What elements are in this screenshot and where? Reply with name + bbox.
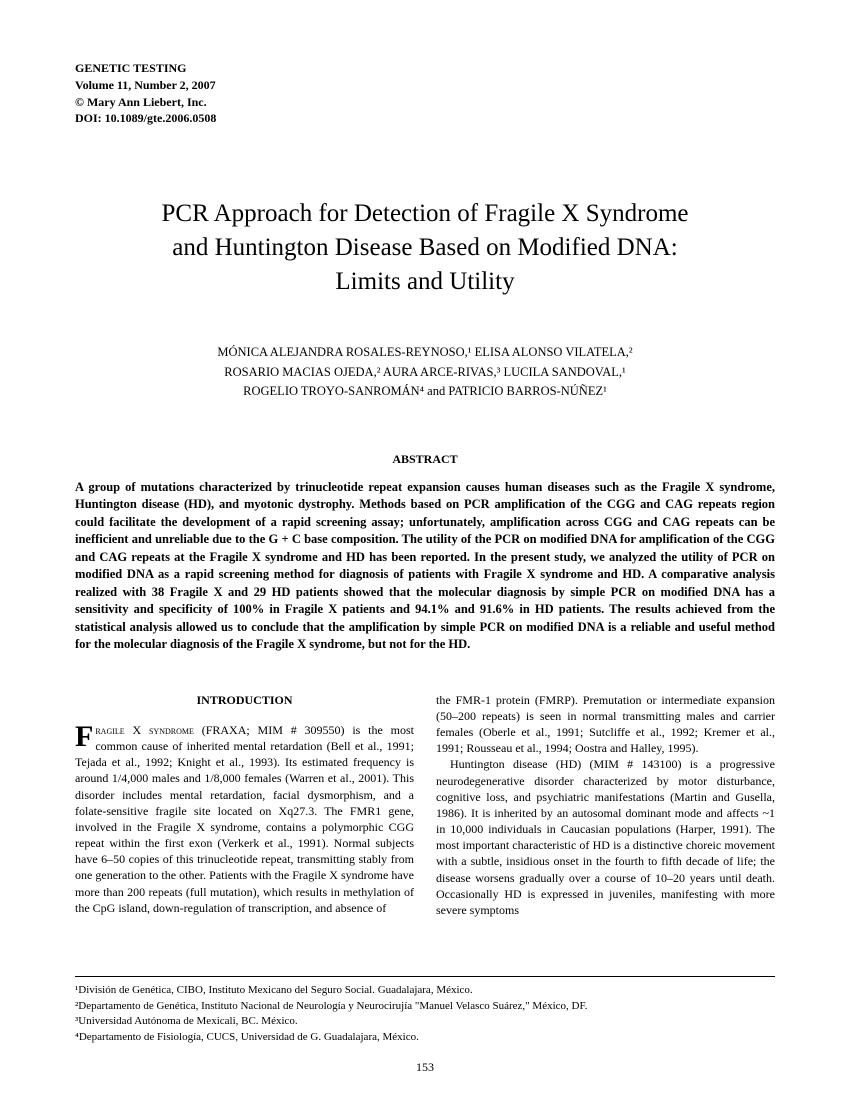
intro-col2-p1: the FMR-1 protein (FMRP). Premutation or… (436, 692, 775, 757)
authors-line-2: ROSARIO MACIAS OJEDA,² AURA ARCE-RIVAS,³… (224, 365, 625, 379)
affiliations-block: ¹División de Genética, CIBO, Instituto M… (75, 976, 775, 1045)
dropcap-letter: F (75, 722, 95, 750)
affiliation-2: ²Departamento de Genética, Instituto Nac… (75, 999, 775, 1014)
affiliation-1: ¹División de Genética, CIBO, Instituto M… (75, 983, 775, 998)
affiliation-4: ⁴Departamento de Fisiología, CUCS, Unive… (75, 1030, 775, 1045)
article-title: PCR Approach for Detection of Fragile X … (105, 197, 745, 298)
intro-col1-text: (FRAXA; MIM # 309550) is the most common… (75, 723, 414, 915)
authors-line-1: MÓNICA ALEJANDRA ROSALES-REYNOSO,¹ ELISA… (217, 345, 632, 359)
body-columns: INTRODUCTION Fragile X syndrome (FRAXA; … (75, 692, 775, 919)
introduction-heading: INTRODUCTION (75, 692, 414, 708)
journal-name: GENETIC TESTING (75, 60, 775, 77)
intro-smallcaps: ragile X syndrome (95, 723, 194, 737)
journal-issue: Volume 11, Number 2, 2007 (75, 77, 775, 94)
authors-line-3: ROGELIO TROYO-SANROMÁN⁴ and PATRICIO BAR… (243, 384, 607, 398)
intro-paragraph-1: Fragile X syndrome (FRAXA; MIM # 309550)… (75, 722, 414, 916)
page-container: GENETIC TESTING Volume 11, Number 2, 200… (0, 0, 850, 1100)
title-line-1: PCR Approach for Detection of Fragile X … (162, 200, 689, 227)
intro-col2-p2: Huntington disease (HD) (MIM # 143100) i… (436, 756, 775, 918)
title-line-3: Limits and Utility (335, 268, 514, 295)
right-column: the FMR-1 protein (FMRP). Premutation or… (436, 692, 775, 919)
title-line-2: and Huntington Disease Based on Modified… (172, 234, 677, 261)
affiliation-3: ³Universidad Autónoma de Mexicali, BC. M… (75, 1014, 775, 1029)
journal-info-block: GENETIC TESTING Volume 11, Number 2, 200… (75, 60, 775, 127)
page-number: 153 (0, 1060, 850, 1075)
authors-block: MÓNICA ALEJANDRA ROSALES-REYNOSO,¹ ELISA… (75, 343, 775, 401)
abstract-heading: ABSTRACT (75, 452, 775, 467)
left-column: INTRODUCTION Fragile X syndrome (FRAXA; … (75, 692, 414, 919)
abstract-text: A group of mutations characterized by tr… (75, 479, 775, 654)
journal-copyright: © Mary Ann Liebert, Inc. (75, 94, 775, 111)
journal-doi: DOI: 10.1089/gte.2006.0508 (75, 110, 775, 127)
